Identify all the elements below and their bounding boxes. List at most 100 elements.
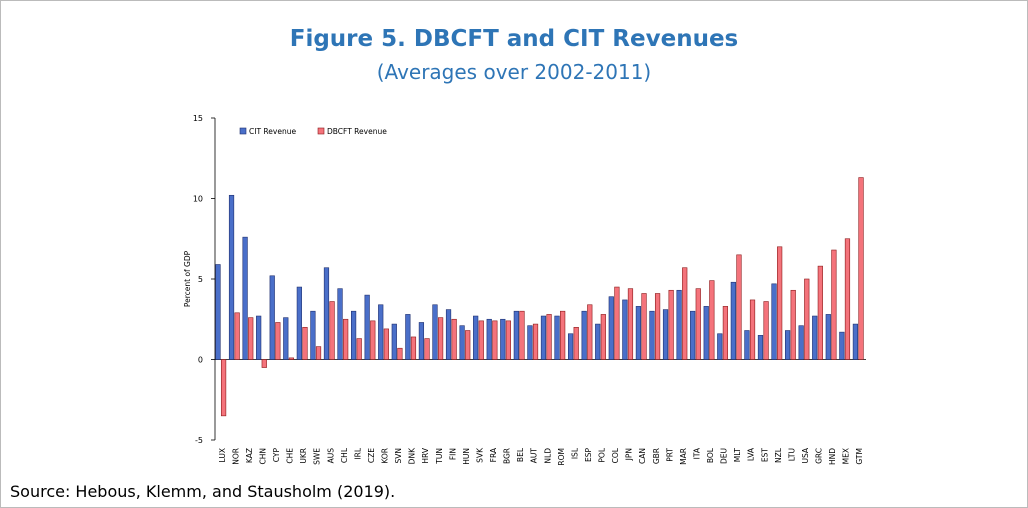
bar: [649, 310, 655, 360]
bar: [595, 323, 601, 360]
bar: [283, 317, 289, 360]
bar: [391, 323, 397, 360]
x-tick-label: CAN: [638, 448, 647, 464]
bar: [505, 320, 512, 360]
bar: [310, 310, 316, 360]
bar: [451, 318, 457, 360]
x-tick-label: LVA: [747, 447, 756, 461]
bar: [228, 194, 235, 360]
bar: [486, 318, 492, 360]
x-tick-label: USA: [801, 447, 810, 463]
bar: [220, 359, 227, 417]
x-tick-label: HRV: [421, 447, 430, 463]
x-tick-label: FRA: [489, 447, 498, 462]
x-tick-label: NLD: [543, 448, 552, 464]
bar: [635, 306, 642, 360]
bar: [432, 304, 438, 360]
bar: [703, 306, 709, 360]
bar: [790, 289, 796, 360]
x-tick-label: NOR: [231, 448, 240, 465]
bar: [540, 315, 547, 360]
bar: [378, 304, 384, 360]
bar: [329, 301, 335, 360]
bar: [560, 310, 566, 360]
x-tick-label: AUT: [530, 448, 539, 464]
x-tick-label: GRC: [815, 448, 824, 464]
x-tick-label: ISL: [570, 447, 579, 459]
bar: [492, 320, 498, 360]
bar: [269, 275, 275, 360]
y-tick-label: 5: [198, 275, 203, 284]
chart-title: Figure 5. DBCFT and CIT Revenues: [290, 26, 738, 52]
bar: [242, 236, 248, 360]
bar: [627, 288, 634, 360]
bar: [356, 338, 362, 360]
bar: [500, 318, 506, 360]
bar: [784, 330, 791, 360]
x-tick-label: UKR: [299, 448, 308, 464]
bar: [383, 328, 389, 360]
x-tick-label: TUN: [435, 448, 444, 465]
bar: [573, 326, 579, 360]
bar: [513, 310, 519, 360]
bar: [676, 289, 682, 360]
bar: [777, 246, 783, 360]
bar: [248, 317, 254, 360]
x-tick-label: COL: [611, 447, 620, 463]
x-tick-label: DNK: [408, 447, 417, 464]
bar: [546, 314, 552, 360]
bar: [275, 322, 281, 360]
x-tick-label: MEX: [842, 448, 851, 464]
x-tick-label: IRL: [353, 447, 362, 459]
bar: [844, 238, 851, 360]
bar: [587, 304, 593, 360]
x-tick-label: CHE: [286, 448, 295, 464]
bar: [364, 294, 370, 360]
legend-label: DBCFT Revenue: [327, 127, 387, 136]
x-tick-label: MAR: [679, 448, 688, 465]
bar: [744, 330, 750, 360]
bar: [668, 289, 674, 360]
bar: [798, 325, 804, 360]
bar: [722, 306, 729, 360]
x-tick-label: FIN: [448, 448, 457, 460]
bar: [614, 286, 620, 360]
bar: [397, 347, 403, 360]
x-tick-label: GBR: [652, 448, 661, 464]
x-tick-label: CHN: [258, 448, 267, 465]
bar: [817, 265, 823, 360]
x-tick-label: POL: [598, 447, 607, 462]
bar: [839, 331, 845, 360]
bar: [519, 310, 525, 360]
y-tick-label: 0: [198, 356, 203, 365]
x-tick-label: DEU: [720, 448, 729, 464]
y-tick-label: -5: [195, 436, 203, 445]
bar: [261, 359, 267, 368]
bar: [288, 357, 295, 360]
bar: [717, 333, 723, 360]
x-tick-label: BGR: [503, 448, 512, 464]
bar: [296, 286, 302, 360]
bar: [736, 254, 742, 360]
chart-subtitle: (Averages over 2002-2011): [377, 60, 651, 84]
bar: [825, 314, 831, 360]
bar: [581, 310, 587, 360]
bar: [445, 309, 452, 360]
x-tick-label: AUS: [326, 448, 335, 464]
bar: [622, 299, 628, 360]
bar: [532, 323, 539, 360]
bar: [465, 330, 471, 360]
bar: [459, 325, 465, 360]
legend-label: CIT Revenue: [249, 127, 296, 136]
bar: [315, 346, 322, 360]
legend-swatch: [239, 127, 247, 135]
bar: [418, 322, 425, 360]
bar: [858, 177, 864, 360]
bar: [608, 296, 614, 360]
bar: [695, 288, 701, 360]
y-tick-label: 15: [193, 114, 203, 123]
bar: [812, 315, 818, 360]
bar: [234, 312, 240, 360]
bar: [709, 280, 715, 360]
